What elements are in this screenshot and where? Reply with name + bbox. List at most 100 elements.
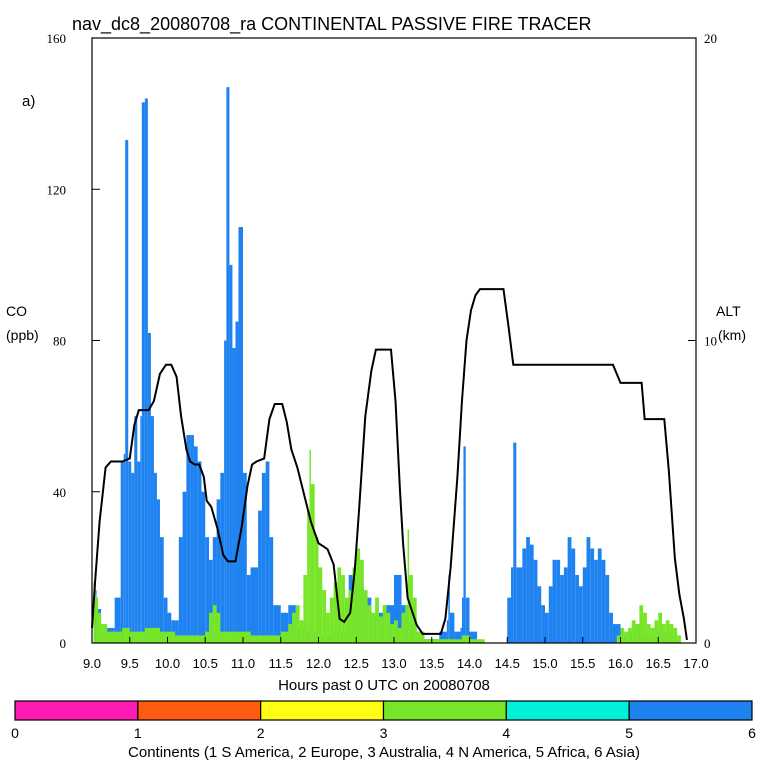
bar-asia-44 bbox=[250, 567, 259, 644]
colorbar-tick-0: 0 bbox=[11, 725, 19, 741]
bar-namerica-54 bbox=[407, 529, 410, 643]
bar-asia-34 bbox=[216, 499, 221, 643]
bar-asia-39 bbox=[232, 348, 236, 643]
bar-namerica-18 bbox=[250, 635, 266, 643]
bar-asia-30 bbox=[201, 491, 206, 643]
bar-namerica-6 bbox=[122, 627, 130, 644]
bar-namerica-20 bbox=[280, 631, 289, 643]
x-tick-label-15: 16.5 bbox=[646, 656, 671, 671]
bar-namerica-48 bbox=[386, 612, 391, 643]
bar-asia-40 bbox=[235, 321, 239, 643]
bar-namerica-70 bbox=[624, 631, 629, 643]
bar-asia-24 bbox=[178, 537, 183, 644]
bar-asia-23 bbox=[175, 620, 179, 643]
bar-asia-90 bbox=[541, 605, 545, 643]
bar-asia-50 bbox=[280, 612, 289, 643]
colorbar-tick-3: 3 bbox=[380, 725, 388, 741]
colorbar-segment-6 bbox=[628, 700, 753, 721]
left-tick-label-0: 0 bbox=[60, 636, 67, 651]
x-tick-label-3: 10.5 bbox=[193, 656, 218, 671]
bar-namerica-28 bbox=[310, 484, 315, 643]
bar-namerica-71 bbox=[628, 627, 632, 644]
colorbar-tick-2: 2 bbox=[257, 725, 265, 741]
bar-asia-109 bbox=[612, 624, 621, 643]
bar-asia-8 bbox=[128, 461, 132, 643]
bar-namerica-74 bbox=[639, 605, 644, 643]
bar-namerica-49 bbox=[390, 624, 394, 643]
x-tick-label-7: 12.5 bbox=[344, 656, 369, 671]
bar-asia-97 bbox=[567, 537, 572, 644]
bar-asia-76 bbox=[469, 631, 478, 643]
bar-asia-18 bbox=[156, 499, 160, 643]
bar-asia-25 bbox=[182, 491, 187, 643]
bar-asia-26 bbox=[186, 435, 191, 643]
bar-namerica-40 bbox=[356, 548, 361, 643]
left-tick-label-3: 120 bbox=[47, 182, 67, 197]
bar-asia-11 bbox=[137, 461, 141, 643]
altitude-line bbox=[91, 288, 688, 641]
left-tick-label-4: 160 bbox=[47, 31, 67, 46]
bar-asia-45 bbox=[258, 510, 262, 643]
bar-asia-72 bbox=[460, 627, 462, 644]
bar-asia-75 bbox=[465, 597, 470, 644]
bar-namerica-75 bbox=[643, 612, 647, 643]
bar-asia-32 bbox=[209, 559, 213, 643]
colorbar-segment-4 bbox=[382, 700, 507, 721]
bar-namerica-57 bbox=[416, 631, 425, 643]
x-tick-label-6: 12.0 bbox=[306, 656, 331, 671]
bar-asia-105 bbox=[597, 548, 602, 643]
bar-asia-88 bbox=[533, 559, 538, 643]
bar-asia-29 bbox=[197, 461, 202, 643]
right-axis-label-line1: ALT bbox=[716, 303, 741, 319]
bar-asia-12 bbox=[140, 416, 142, 644]
bar-asia-89 bbox=[537, 586, 542, 643]
right-ticks: 0 10 20 bbox=[688, 31, 717, 651]
bar-asia-41 bbox=[238, 227, 243, 643]
bar-asia-99 bbox=[575, 574, 579, 643]
colorbar-tick-1: 1 bbox=[134, 725, 142, 741]
bar-namerica-31 bbox=[322, 590, 327, 643]
bar-asia-35 bbox=[220, 472, 225, 643]
bar-asia-49 bbox=[273, 605, 281, 643]
bar-namerica-79 bbox=[658, 612, 663, 643]
bar-asia-4 bbox=[114, 597, 121, 644]
colorbar-tick-5: 5 bbox=[625, 725, 633, 741]
x-tick-label-10: 14.0 bbox=[457, 656, 482, 671]
bar-namerica-24 bbox=[299, 620, 304, 643]
bar-namerica-30 bbox=[318, 567, 323, 644]
bar-namerica-19 bbox=[265, 635, 281, 643]
left-tick-label-1: 40 bbox=[53, 485, 66, 500]
left-tick-label-2: 80 bbox=[53, 334, 66, 349]
x-tick-label-11: 14.5 bbox=[495, 656, 520, 671]
bar-namerica-14 bbox=[212, 605, 217, 643]
bar-namerica-37 bbox=[344, 597, 349, 644]
bar-namerica-77 bbox=[650, 627, 655, 644]
bar-namerica-59 bbox=[439, 639, 455, 643]
colorbar-segment-1 bbox=[14, 700, 139, 721]
right-tick-label-1: 10 bbox=[704, 334, 717, 349]
bar-namerica-45 bbox=[375, 597, 379, 644]
bar-namerica-68 bbox=[616, 635, 621, 643]
bar-namerica-10 bbox=[175, 635, 191, 643]
bar-asia-107 bbox=[605, 574, 610, 643]
bar-namerica-0 bbox=[93, 582, 96, 643]
x-tick-label-12: 15.0 bbox=[532, 656, 557, 671]
bar-namerica-53 bbox=[405, 605, 408, 643]
bar-asia-42 bbox=[243, 472, 247, 643]
bar-namerica-69 bbox=[620, 627, 625, 644]
bar-namerica-60 bbox=[454, 639, 462, 643]
bar-asia-101 bbox=[582, 567, 587, 644]
bar-asia-19 bbox=[159, 537, 164, 644]
bar-namerica-21 bbox=[288, 624, 293, 643]
bar-namerica-35 bbox=[337, 567, 342, 644]
bar-asia-113 bbox=[643, 635, 651, 643]
colorbar-segment-3 bbox=[260, 700, 385, 721]
bar-asia-100 bbox=[578, 586, 583, 643]
bar-namerica-8 bbox=[144, 627, 160, 644]
bar-namerica-50 bbox=[394, 620, 398, 643]
bar-namerica-62 bbox=[469, 639, 485, 643]
colorbar-label: Continents (1 S America, 2 Europe, 3 Aus… bbox=[128, 744, 640, 761]
bar-asia-70 bbox=[449, 612, 455, 643]
bar-asia-27 bbox=[190, 435, 194, 643]
